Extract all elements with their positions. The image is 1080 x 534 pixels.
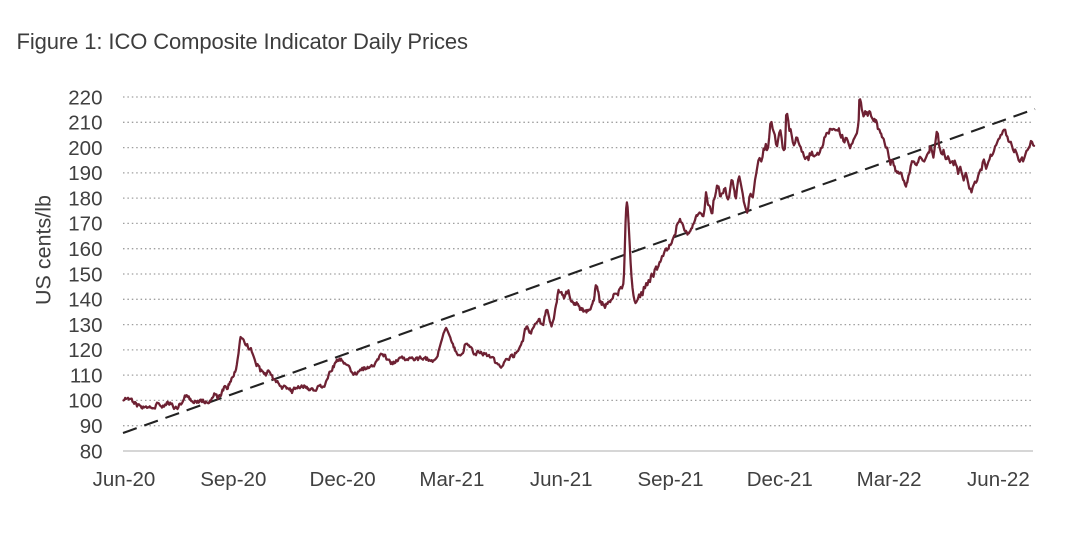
svg-text:80: 80: [80, 440, 103, 463]
svg-text:150: 150: [68, 263, 102, 286]
svg-text:140: 140: [68, 289, 102, 312]
svg-text:90: 90: [80, 415, 103, 438]
svg-text:Sep-21: Sep-21: [637, 468, 703, 491]
svg-text:Jun-22: Jun-22: [967, 468, 1030, 491]
svg-text:Figure 1: ICO Composite Indica: Figure 1: ICO Composite Indicator Daily …: [17, 29, 469, 54]
svg-text:Mar-22: Mar-22: [857, 468, 922, 491]
svg-text:190: 190: [68, 162, 102, 185]
svg-text:US cents/lb: US cents/lb: [32, 195, 56, 305]
svg-text:100: 100: [68, 390, 102, 413]
svg-text:Jun-20: Jun-20: [93, 468, 156, 491]
svg-text:210: 210: [68, 112, 102, 135]
svg-text:200: 200: [68, 137, 102, 160]
svg-text:Dec-21: Dec-21: [747, 468, 813, 491]
svg-text:180: 180: [68, 187, 102, 210]
svg-text:110: 110: [70, 364, 103, 387]
svg-text:Mar-21: Mar-21: [419, 468, 484, 491]
svg-text:Sep-20: Sep-20: [200, 468, 266, 491]
svg-text:160: 160: [68, 238, 102, 261]
svg-text:170: 170: [68, 213, 102, 236]
svg-text:130: 130: [68, 314, 102, 337]
svg-text:Dec-20: Dec-20: [310, 468, 376, 491]
svg-text:120: 120: [68, 339, 102, 362]
svg-text:220: 220: [68, 86, 102, 109]
svg-text:Jun-21: Jun-21: [530, 468, 593, 491]
